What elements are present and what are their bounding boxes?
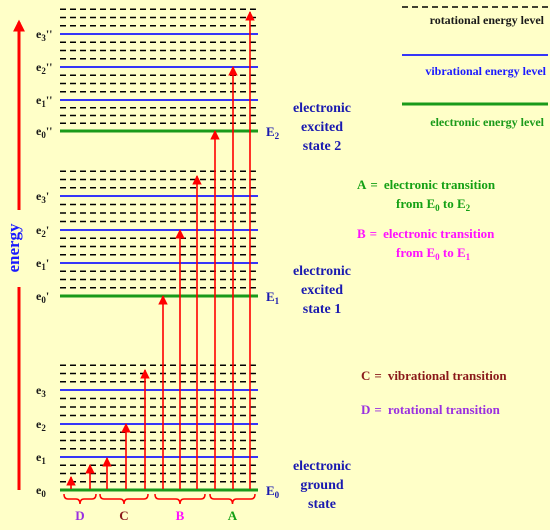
- energy-levels: [60, 9, 258, 490]
- vibrational-level-label: e1': [36, 256, 49, 272]
- vibrational-level-label: e3'': [36, 27, 53, 43]
- electronic-level-label: E1: [266, 289, 280, 306]
- vibrational-level-label: e1'': [36, 93, 53, 109]
- group-label-B: B: [176, 508, 185, 523]
- state-description-line: state: [308, 497, 336, 512]
- legend: rotational energy level vibrational ener…: [402, 7, 548, 129]
- key-D: D = rotational transition: [361, 402, 501, 417]
- state-description-line: electronic: [293, 264, 351, 279]
- vibrational-level-labels: e0 e1 e2 e3 e0' e1' e2' e3' e0'' e1'' e2'' e3'': [36, 27, 53, 499]
- vibrational-level-label: e0: [36, 483, 46, 499]
- energy-axis-label: energy: [4, 223, 23, 273]
- key-C: C = vibrational transition: [361, 368, 507, 383]
- legend-rotational-label: rotational energy level: [430, 13, 545, 27]
- vibrational-level-label: e0'': [36, 124, 53, 140]
- group-label-C: C: [119, 508, 128, 523]
- electronic-level-label: E2: [266, 124, 280, 141]
- state-description-line: electronic: [293, 459, 351, 474]
- group-brace-A: [210, 494, 255, 504]
- state-description-line: state 2: [303, 139, 342, 154]
- energy-axis: energy: [4, 22, 23, 490]
- vibrational-level-label: e0': [36, 289, 49, 305]
- legend-vibrational-label: vibrational energy level: [425, 64, 546, 78]
- key-B: B = electronic transition: [357, 226, 495, 241]
- legend-electronic-label: electronic energy level: [430, 115, 544, 129]
- group-label-A: A: [228, 508, 238, 523]
- vibrational-level-label: e2': [36, 223, 49, 239]
- key-B-line2: from E0 to E1: [396, 245, 471, 262]
- group-label-D: D: [75, 508, 84, 523]
- vibrational-level-label: e3': [36, 189, 49, 205]
- group-brace-C: [100, 494, 148, 504]
- state-description-line: electronic: [293, 101, 351, 116]
- key-A: A = electronic transition: [357, 177, 496, 192]
- vibrational-level-label: e3: [36, 383, 46, 399]
- state-description-line: excited: [301, 283, 343, 298]
- state-description-line: state 1: [303, 302, 342, 317]
- transition-key: A = electronic transition from E0 to E2 B =…: [357, 177, 507, 417]
- vibrational-level-label: e2'': [36, 60, 53, 76]
- state-description-line: excited: [301, 120, 343, 135]
- group-brace-D: [64, 494, 96, 504]
- vibrational-level-label: e2: [36, 417, 46, 433]
- state-labels: E0 electronic ground state E1 electronic excit…: [266, 101, 351, 512]
- vibrational-level-label: e1: [36, 450, 46, 466]
- key-A-line2: from E0 to E2: [396, 196, 471, 213]
- group-brace-B: [155, 494, 205, 504]
- state-description-line: ground: [300, 478, 344, 493]
- electronic-level-label: E0: [266, 483, 280, 500]
